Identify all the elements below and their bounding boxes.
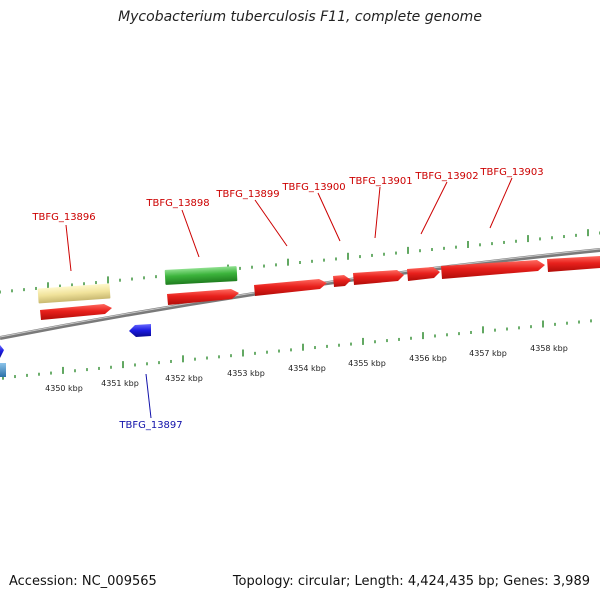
kbp-tick-label: 4351 kbp <box>101 379 139 388</box>
gene-label-tbfg-13900[interactable]: TBFG_13900 <box>281 182 345 193</box>
gene-label-tbfg-13899[interactable]: TBFG_13899 <box>215 189 279 200</box>
callout-tbfg-13899 <box>254 199 288 247</box>
length-label: Length: <box>354 574 404 589</box>
kbp-tick-label: 4358 kbp <box>530 344 568 353</box>
kbp-tick-label: 4352 kbp <box>165 374 203 383</box>
misc-feature-bar <box>37 283 111 304</box>
genes-value: 3,989 <box>552 574 590 589</box>
kbp-tick-label: 4357 kbp <box>469 349 507 358</box>
gene-label-tbfg-13902[interactable]: TBFG_13902 <box>414 171 478 182</box>
inner-tick-ring <box>2 319 592 380</box>
gene-arrow-tbfg-13903[interactable] <box>441 260 545 279</box>
gene-arrow-tbfg-13896[interactable] <box>40 304 112 320</box>
gene-arrow-edge-reverse[interactable] <box>0 345 4 358</box>
accession-line: Accession: NC_009565 <box>9 574 157 589</box>
callout-tbfg-13900 <box>317 192 341 242</box>
gene-arrow-tbfg-13898[interactable] <box>167 289 239 305</box>
gene-arrow-next[interactable] <box>547 256 600 272</box>
callout-tbfg-13897 <box>145 373 152 419</box>
kbp-tick-label: 4350 kbp <box>45 384 83 393</box>
kbp-tick-label: 4353 kbp <box>227 369 265 378</box>
gene-arrow-edge-reverse-alt[interactable] <box>0 363 6 377</box>
callout-tbfg-13901 <box>374 186 381 239</box>
callout-lines <box>65 177 513 419</box>
rna-feature-bar <box>164 266 238 285</box>
topology-label: Topology: <box>232 574 294 589</box>
accession-label: Accession: <box>9 574 78 589</box>
genes-label: Genes: <box>503 574 549 589</box>
callout-tbfg-13896 <box>65 224 72 272</box>
map-title: Mycobacterium tuberculosis F11, complete… <box>118 9 482 25</box>
gene-arrow-tbfg-13902[interactable] <box>407 267 440 281</box>
gene-label-tbfg-13901[interactable]: TBFG_13901 <box>348 176 412 187</box>
gene-label-tbfg-13898[interactable]: TBFG_13898 <box>145 198 209 209</box>
kbp-tick-label: 4354 kbp <box>288 364 326 373</box>
length-value: 4,424,435 bp <box>407 574 495 589</box>
topology-value: circular <box>297 574 346 589</box>
gene-label-tbfg-13897[interactable]: TBFG_13897 <box>118 420 182 431</box>
gene-label-tbfg-13896[interactable]: TBFG_13896 <box>31 212 95 223</box>
gene-arrow-tbfg-13897[interactable] <box>129 324 151 337</box>
genome-stats-line: Topology: circular; Length: 4,424,435 bp… <box>232 574 590 589</box>
feature-track <box>0 256 600 377</box>
accession-value: NC_009565 <box>81 574 157 589</box>
callout-tbfg-13902 <box>420 181 448 235</box>
kbp-scale-labels: 4350 kbp 4351 kbp 4352 kbp 4353 kbp 4354 kbp… <box>45 344 568 393</box>
gene-arrow-tbfg-13901[interactable] <box>353 270 404 285</box>
kbp-tick-label: 4356 kbp <box>409 354 447 363</box>
gene-arrow-tbfg-13899[interactable] <box>254 279 327 296</box>
gene-labels: TBFG_13896 TBFG_13898 TBFG_13899 TBFG_13… <box>31 167 543 431</box>
gene-label-tbfg-13903[interactable]: TBFG_13903 <box>479 167 543 178</box>
callout-tbfg-13898 <box>181 209 200 258</box>
gene-arrow-tbfg-13900[interactable] <box>333 275 351 287</box>
callout-tbfg-13903 <box>489 177 513 229</box>
kbp-tick-label: 4355 kbp <box>348 359 386 368</box>
